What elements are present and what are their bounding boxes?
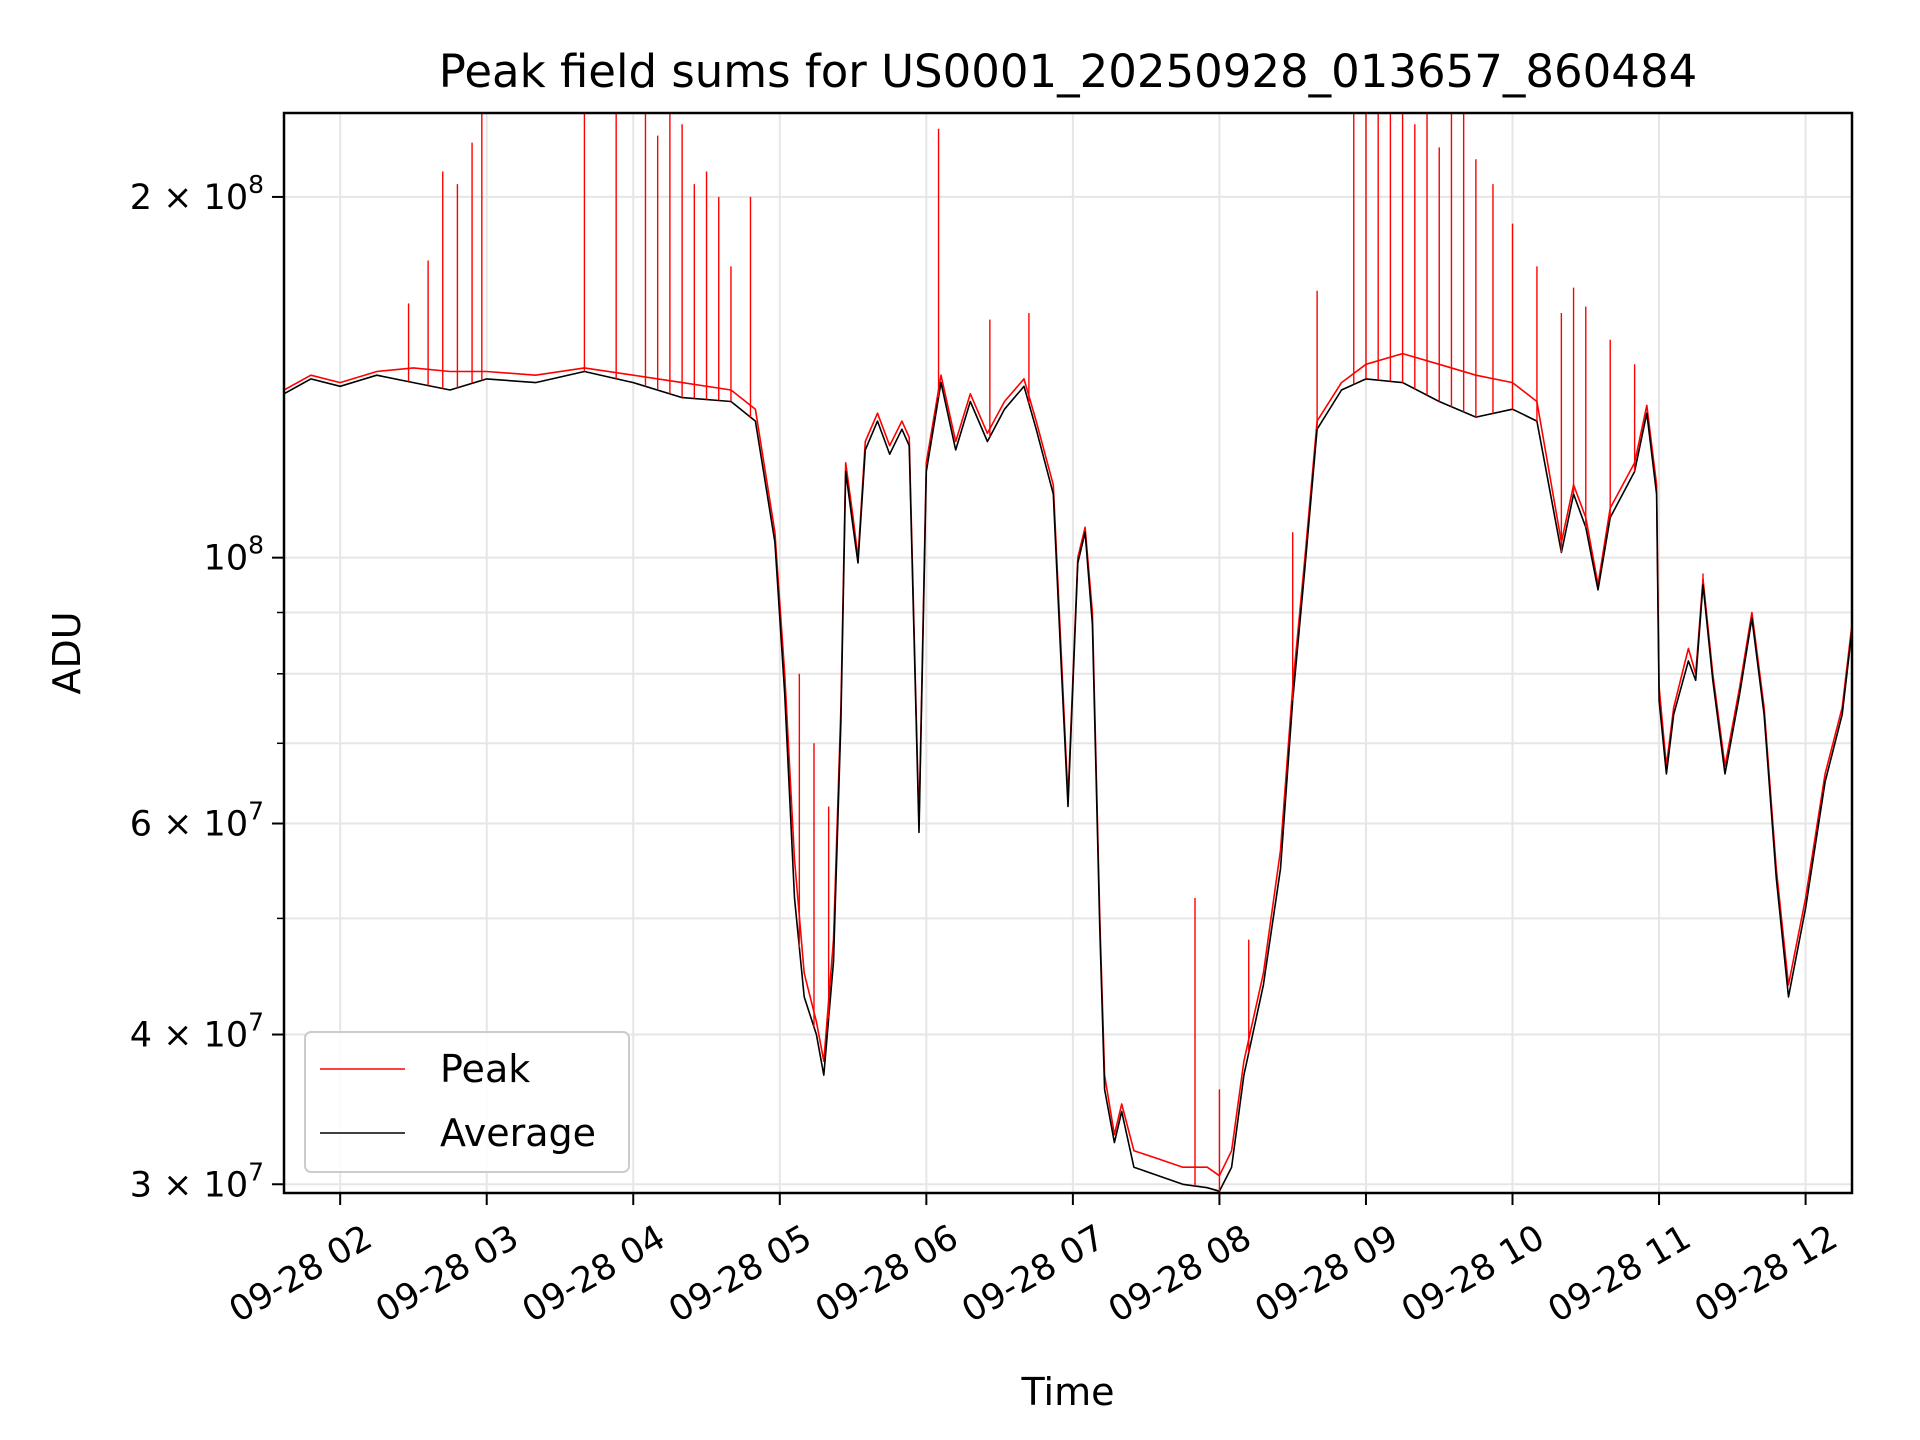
series-layer [284, 113, 1852, 1192]
legend-average-label: Average [440, 1111, 596, 1155]
legend-box [304, 1031, 630, 1173]
x-axis-label: Time [1021, 1370, 1115, 1414]
y-axis-label: ADU [45, 611, 89, 694]
plot-frame [282, 111, 1854, 1195]
legend-peak-label: Peak [440, 1047, 530, 1091]
y-tick-label: 3 × 107 [130, 1157, 264, 1205]
legend: Peak Average [304, 1031, 630, 1173]
series-line-average [284, 370, 1852, 1192]
y-tick-label: 2 × 108 [130, 170, 264, 218]
series-line-peak [284, 352, 1852, 1177]
chart-title: Peak field sums for US0001_20250928_0136… [439, 45, 1697, 98]
y-tick-label: 6 × 107 [130, 797, 264, 845]
y-tick-label: 4 × 107 [130, 1008, 264, 1056]
